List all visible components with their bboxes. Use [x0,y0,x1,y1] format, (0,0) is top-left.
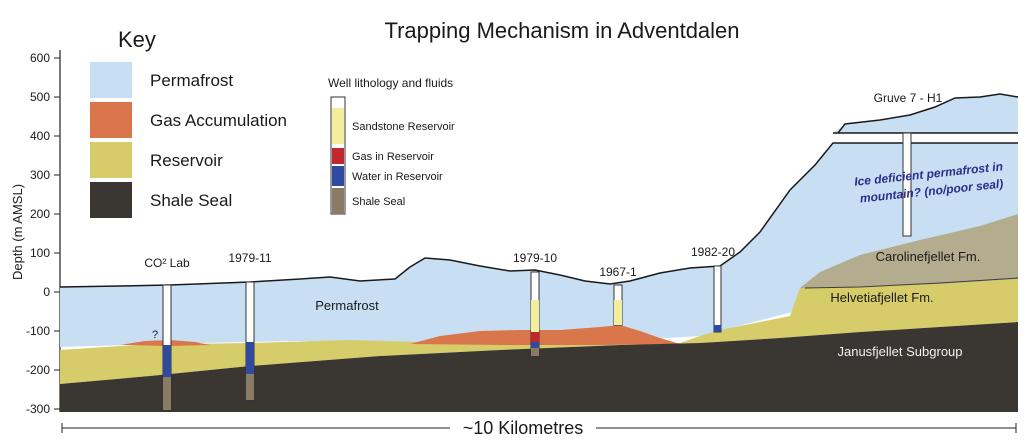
key-item-label: Shale Seal [150,191,232,210]
y-tick-label: 200 [30,207,50,221]
reservoir-layer [60,279,1018,384]
permafrost-region-label: Permafrost [315,298,379,313]
key-item-label: Gas Accumulation [150,111,287,130]
well-key-item-label: Shale Seal [352,196,405,208]
gas-accumulation-1979-10 [410,325,680,345]
shale-seal-layer [60,322,1018,412]
carolinefjellet-label: Carolinefjellet Fm. [876,249,981,264]
well-key-swatch [332,148,344,164]
key-item-label: Permafrost [150,71,233,90]
helvetiafjellet-label: Helvetiafjellet Fm. [830,290,933,305]
key-swatch [90,182,132,218]
well-1979-10 [530,271,540,357]
question-mark-label: ? [152,329,158,341]
y-axis: 600 500 400 300 200 100 0 -100 -200 -300 Depth (m… [10,50,61,416]
y-tick-label: 0 [43,285,50,299]
y-tick-label: -300 [26,402,50,416]
y-tick-label: 300 [30,168,50,182]
diagram-title: Trapping Mechanism in Adventdalen [384,18,739,43]
well-label-1967-1: 1967-1 [599,265,637,279]
well-co2-lab [162,284,172,411]
well-1982-20 [713,265,722,333]
well-gruve-7-h1 [902,132,912,237]
well-lithology-legend: Well lithology and fluids Sandstone Rese… [328,76,455,215]
carolinefjellet-layer [800,214,1018,288]
well-key-swatch [332,188,344,214]
key-swatch [90,142,132,178]
mountain-top-line [837,93,1019,134]
y-tick-label: 600 [30,51,50,65]
key-legend: Key Permafrost Gas Accumulation Reservoir S… [90,27,287,218]
well-label-1979-10: 1979-10 [513,251,557,265]
well-key-heading: Well lithology and fluids [328,76,453,90]
well-key-swatch [332,166,344,186]
permafrost-layer [60,143,1018,347]
key-swatch [90,102,132,138]
well-key-item-label: Sandstone Reservoir [352,121,455,133]
well-label-gruve-7-h1: Gruve 7 - H1 [874,91,943,105]
mountain-top-permafrost [833,94,1018,133]
well-key-swatch [332,108,344,144]
well-label-co2-lab: CO² Lab [144,256,190,270]
y-tick-label: -100 [26,324,50,338]
y-axis-label: Depth (m AMSL) [10,184,25,280]
well-1979-11 [245,281,255,401]
well-1967-1 [613,284,623,326]
geology-layers [59,93,1019,412]
scale-bar-label: ~10 Kilometres [463,418,584,438]
key-swatch [90,62,132,98]
ground-surface-line [59,142,1018,288]
key-item-label: Reservoir [150,151,223,170]
well-label-1979-11: 1979-11 [228,251,271,265]
well-label-1982-20: 1982-20 [691,245,735,259]
wells [162,132,912,411]
formation-boundary [804,277,1019,289]
well-key-item-label: Water in Reservoir [352,171,443,183]
well-key-item-label: Gas in Reservoir [352,151,434,163]
scale-bar: ~10 Kilometres [61,418,1017,438]
y-tick-label: 500 [30,90,50,104]
y-tick-label: 100 [30,246,50,260]
key-heading: Key [118,27,156,52]
y-tick-label: -200 [26,363,50,377]
janusfjellet-label: Janusfjellet Subgroup [837,344,962,359]
y-tick-label: 400 [30,129,50,143]
